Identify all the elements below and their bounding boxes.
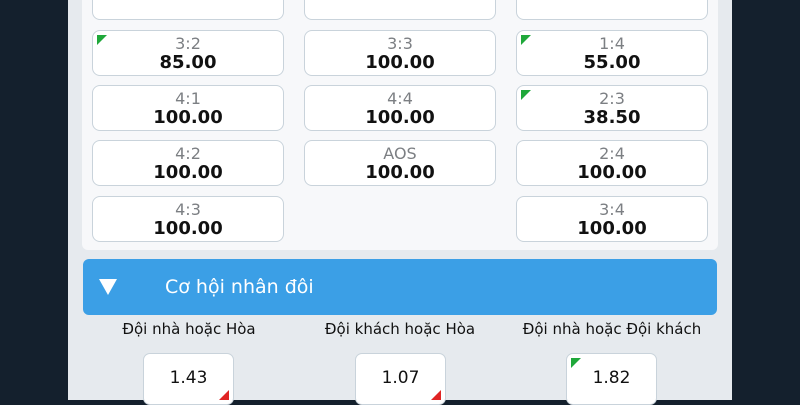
double-chance-header[interactable]: Cơ hội nhân đôi — [83, 259, 717, 315]
odds-down-icon — [219, 390, 229, 400]
score-label: 2:3 — [599, 89, 625, 108]
score-label: 3:4 — [599, 200, 625, 219]
score-odds-button[interactable]: 2:3 38.50 — [516, 85, 708, 131]
score-label: 3:3 — [387, 34, 413, 53]
odds-button-home-or-draw[interactable]: 1.43 — [143, 353, 234, 405]
score-odds-button[interactable]: 47.50 — [92, 0, 284, 20]
score-label: 4:2 — [175, 144, 201, 163]
score-odds-button[interactable]: 3:4 100.00 — [516, 196, 708, 242]
score-odds-button[interactable]: 2:4 100.00 — [516, 140, 708, 186]
option-label-home-or-away: Đội nhà hoặc Đội khách — [522, 320, 702, 338]
score-odds-button[interactable]: 3:2 85.00 — [92, 30, 284, 76]
section-title: Cơ hội nhân đôi — [165, 276, 314, 298]
score-odds-value: 100.00 — [365, 107, 435, 128]
score-odds-value: 55.00 — [583, 52, 641, 73]
score-odds-value: 100.00 — [153, 162, 223, 183]
score-odds-button[interactable]: 4:3 100.00 — [92, 196, 284, 242]
score-odds-value: 100.00 — [153, 218, 223, 239]
score-label: 4:4 — [387, 89, 413, 108]
score-odds-value: 100.00 — [153, 107, 223, 128]
odds-value: 1.07 — [381, 368, 420, 388]
score-odds-value: 100.00 — [577, 218, 647, 239]
score-odds-value: 100.00 — [577, 162, 647, 183]
score-label: 4:1 — [175, 89, 201, 108]
score-odds-button[interactable]: AOS 100.00 — [304, 140, 496, 186]
score-label: 4:3 — [175, 200, 201, 219]
odds-button-home-or-away[interactable]: 1.82 — [566, 353, 657, 405]
score-odds-value: 100.00 — [365, 52, 435, 73]
score-odds-button[interactable]: 4:4 100.00 — [304, 85, 496, 131]
odds-up-icon — [97, 35, 107, 45]
score-odds-button[interactable]: 4:1 100.00 — [92, 85, 284, 131]
score-odds-button[interactable]: 10.25 — [516, 0, 708, 20]
odds-up-icon — [521, 35, 531, 45]
score-label: 1:4 — [599, 34, 625, 53]
option-label-away-or-draw: Đội khách hoặc Hòa — [324, 320, 476, 338]
score-odds-button[interactable]: 4:2 100.00 — [92, 140, 284, 186]
score-label: AOS — [383, 144, 417, 163]
odds-value: 1.43 — [169, 368, 208, 388]
odds-up-icon — [521, 90, 531, 100]
score-label: 2:4 — [599, 144, 625, 163]
collapse-triangle-icon — [99, 279, 117, 295]
score-odds-value: 100.00 — [365, 162, 435, 183]
score-odds-button[interactable]: 3:3 100.00 — [304, 30, 496, 76]
score-odds-value: 38.50 — [583, 107, 641, 128]
odds-down-icon — [431, 390, 441, 400]
score-odds-button[interactable]: 1:4 55.00 — [516, 30, 708, 76]
option-label-home-or-draw: Đội nhà hoặc Hòa — [122, 320, 256, 338]
score-odds-value: 85.00 — [159, 52, 217, 73]
odds-value: 1.82 — [592, 368, 631, 388]
odds-up-icon — [571, 358, 581, 368]
score-label: 3:2 — [175, 34, 201, 53]
odds-button-away-or-draw[interactable]: 1.07 — [355, 353, 446, 405]
score-odds-button[interactable]: 11.25 — [304, 0, 496, 20]
